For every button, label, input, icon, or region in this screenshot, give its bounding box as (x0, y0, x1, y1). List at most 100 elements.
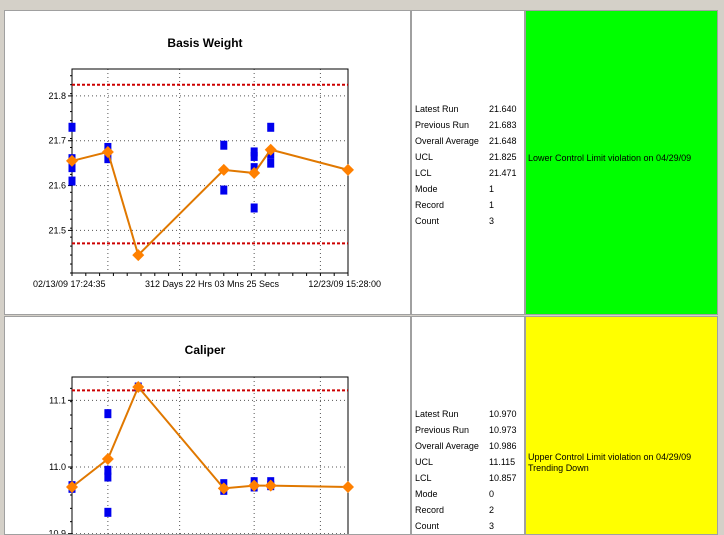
stat-value: 21.648 (489, 136, 517, 146)
stat-row-mode: Mode 1 (415, 181, 523, 197)
average-point (264, 143, 277, 156)
y-tick-label: 11.1 (49, 395, 66, 405)
stat-row-previous-run: Previous Run 10.973 (415, 422, 523, 438)
sample-point (220, 185, 228, 195)
y-tick-label: 11.0 (49, 462, 66, 472)
caliper-chart: Caliper 11.1 11.0 10.9 (48, 343, 354, 534)
average-point (66, 154, 78, 167)
stat-row-lcl: LCL 10.857 (415, 470, 523, 486)
stat-label: Mode (415, 184, 438, 194)
sample-point (104, 465, 112, 475)
average-point (66, 481, 78, 493)
stat-label: Latest Run (415, 409, 459, 419)
sample-point (104, 409, 112, 419)
average-point (264, 479, 277, 492)
stat-value: 11.115 (489, 457, 516, 467)
sample-point (68, 176, 76, 186)
stat-label: Record (415, 505, 445, 515)
y-tick-label: 21.6 (48, 181, 66, 191)
stat-row-record: Record 2 (415, 502, 523, 518)
average-point (132, 381, 145, 393)
stat-value: 10.857 (489, 473, 517, 483)
stat-row-record: Record 1 (415, 197, 523, 213)
stat-row-ucl: UCL 21.825 (415, 149, 523, 165)
stat-label: Count (415, 216, 440, 226)
stat-row-latest-run: Latest Run 10.970 (415, 406, 523, 422)
stat-value: 21.471 (489, 168, 517, 178)
average-point (217, 163, 230, 176)
caliper-chart-panel: Caliper 11.1 11.0 10.9 (4, 316, 411, 535)
caliper-status-panel: Upper Control Limit violation on 04/29/0… (525, 316, 718, 535)
basis-weight-stats: Latest Run 21.640 Previous Run 21.683 Over… (415, 101, 523, 229)
stat-label: LCL (415, 168, 432, 178)
stat-label: Previous Run (415, 425, 470, 435)
sample-point (267, 158, 275, 168)
status-line: Upper Control Limit violation on 04/29/0… (528, 452, 692, 462)
stat-value: 0 (489, 489, 495, 499)
basis-weight-stats-panel: Latest Run 21.640 Previous Run 21.683 Over… (411, 10, 525, 315)
stat-row-previous-run: Previous Run 21.683 (415, 117, 523, 133)
plot-frame (71, 376, 349, 534)
average-point (101, 453, 114, 465)
stat-label: LCL (415, 473, 432, 483)
stat-row-overall-average: Overall Average 10.986 (415, 438, 523, 454)
stat-label: Previous Run (415, 120, 470, 130)
stat-row-ucl: UCL 11.115 (415, 454, 523, 470)
y-tick-label: 21.5 (48, 225, 66, 235)
average-point (132, 249, 145, 262)
average-point (101, 145, 114, 158)
sample-point (68, 163, 76, 173)
average-line (71, 148, 349, 257)
caliper-status-text: Upper Control Limit violation on 04/29/0… (528, 452, 715, 474)
sample-point (68, 122, 76, 132)
stat-row-count: Count 3 (415, 518, 523, 534)
stat-value: 3 (489, 216, 495, 226)
sample-point (104, 154, 112, 164)
sample-point (104, 472, 112, 482)
sample-point (250, 203, 258, 213)
stat-value: 1 (489, 184, 495, 194)
average-point (217, 482, 230, 495)
sample-point (250, 151, 258, 161)
stat-label: UCL (415, 152, 434, 162)
x-start-label: 02/13/09 17:24:35 (33, 279, 106, 289)
stat-value: 1 (489, 200, 495, 210)
stat-row-mode: Mode 0 (415, 486, 523, 502)
stat-label: Mode (415, 489, 438, 499)
stat-value: 10.970 (489, 409, 517, 419)
stat-value: 21.640 (489, 104, 517, 114)
status-line: Lower Control Limit violation on 04/29/0… (528, 153, 692, 163)
stat-label: UCL (415, 457, 434, 467)
caliper-stats: Latest Run 10.970 Previous Run 10.973 Over… (415, 406, 523, 534)
stat-row-count: Count 3 (415, 213, 523, 229)
stat-label: Count (415, 521, 440, 531)
status-line: Trending Down (528, 463, 589, 473)
sample-point (267, 122, 275, 132)
basis-weight-chart: Basis Weight 21.8 21.7 21.6 21.5 02/13/09 17:… (33, 36, 381, 289)
stat-label: Overall Average (415, 441, 479, 451)
average-point (248, 479, 261, 492)
basis-weight-status-text: Lower Control Limit violation on 04/29/0… (528, 153, 715, 164)
average-point (342, 481, 354, 493)
average-line (71, 385, 349, 490)
average-point (248, 167, 261, 180)
stat-label: Record (415, 200, 445, 210)
stat-row-lcl: LCL 21.471 (415, 165, 523, 181)
stat-label: Latest Run (415, 104, 459, 114)
stat-row-overall-average: Overall Average 21.648 (415, 133, 523, 149)
chart-title: Basis Weight (167, 36, 242, 50)
stat-value: 21.683 (489, 120, 517, 130)
sample-point (104, 507, 112, 517)
caliper-stats-panel: Latest Run 10.970 Previous Run 10.973 Over… (411, 316, 525, 535)
basis-weight-status-panel: Lower Control Limit violation on 04/29/0… (525, 10, 718, 315)
x-axis-label: 312 Days 22 Hrs 03 Mns 25 Secs (145, 279, 280, 289)
chart-title: Caliper (185, 343, 226, 357)
stat-label: Overall Average (415, 136, 479, 146)
stat-row-latest-run: Latest Run 21.640 (415, 101, 523, 117)
stat-value: 3 (489, 521, 495, 531)
y-tick-label: 21.7 (48, 136, 66, 146)
sample-point (220, 140, 228, 150)
stat-value: 21.825 (489, 152, 517, 162)
x-end-label: 12/23/09 15:28:00 (308, 279, 381, 289)
basis-weight-chart-panel: Basis Weight 21.8 21.7 21.6 21.5 02/13/09 17:… (4, 10, 411, 315)
